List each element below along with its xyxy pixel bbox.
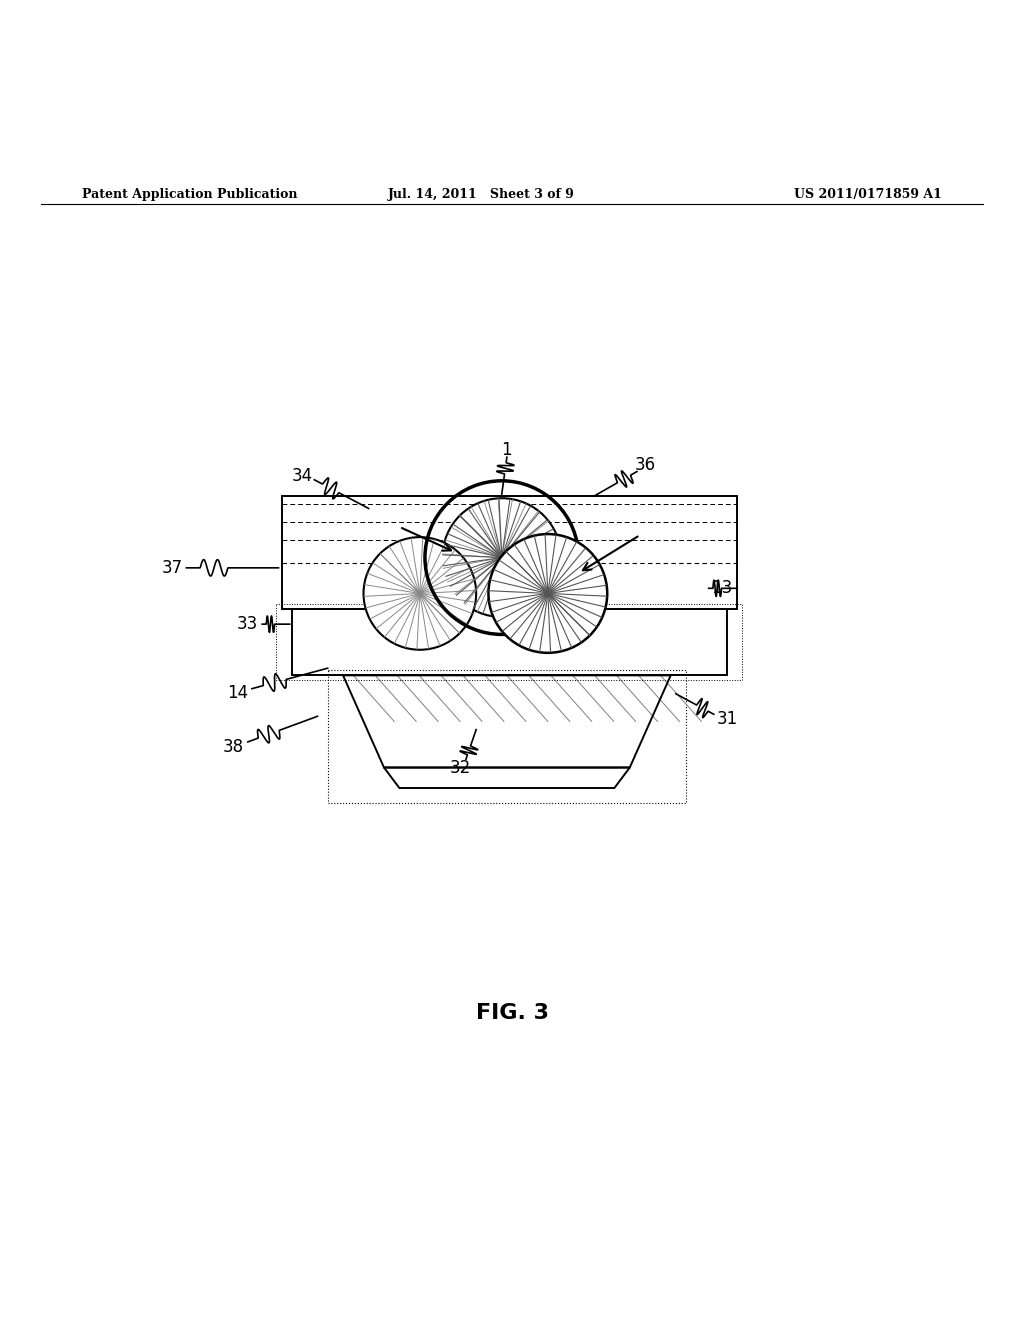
Circle shape xyxy=(442,498,561,616)
Text: 37: 37 xyxy=(162,558,182,577)
Text: US 2011/0171859 A1: US 2011/0171859 A1 xyxy=(795,187,942,201)
Circle shape xyxy=(364,537,476,649)
Text: 14: 14 xyxy=(227,684,248,702)
Text: 1: 1 xyxy=(502,441,512,459)
Text: Jul. 14, 2011   Sheet 3 of 9: Jul. 14, 2011 Sheet 3 of 9 xyxy=(388,187,574,201)
Text: 13: 13 xyxy=(712,579,732,598)
Text: 31: 31 xyxy=(717,710,737,729)
Circle shape xyxy=(364,537,476,649)
Circle shape xyxy=(442,498,561,616)
Circle shape xyxy=(488,535,607,653)
Text: 36: 36 xyxy=(635,457,655,474)
Text: 33: 33 xyxy=(238,615,258,634)
Text: FIG. 3: FIG. 3 xyxy=(475,1003,549,1023)
Text: Patent Application Publication: Patent Application Publication xyxy=(82,187,297,201)
Text: 32: 32 xyxy=(451,759,471,776)
Circle shape xyxy=(488,535,607,653)
Text: 34: 34 xyxy=(292,467,312,484)
Text: 38: 38 xyxy=(223,738,244,756)
